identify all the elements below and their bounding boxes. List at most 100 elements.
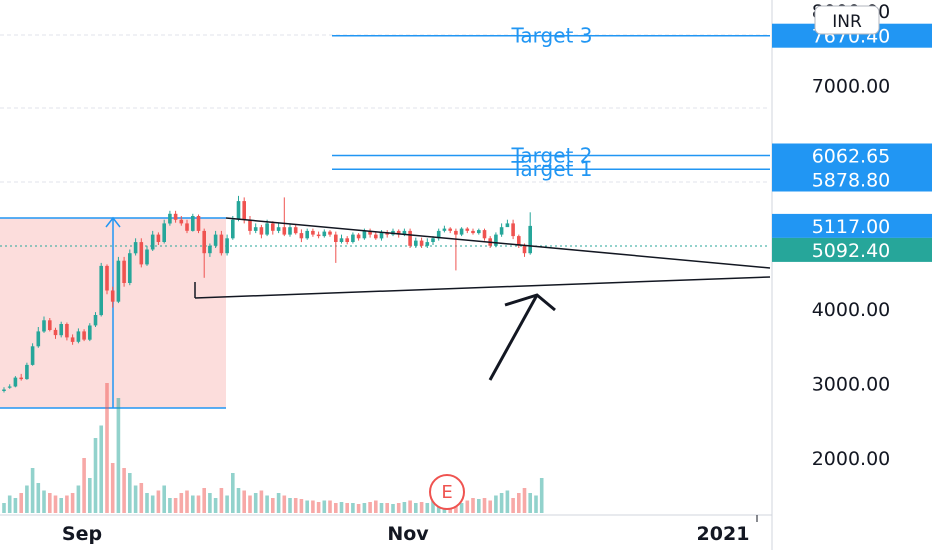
candle[interactable] <box>322 229 327 238</box>
candle[interactable] <box>133 238 138 256</box>
candle[interactable] <box>99 262 103 317</box>
earnings-marker[interactable]: E <box>429 474 465 510</box>
candle[interactable] <box>276 223 281 234</box>
candle[interactable] <box>30 343 35 366</box>
candle[interactable] <box>25 362 29 380</box>
candle[interactable] <box>288 223 292 237</box>
candle[interactable] <box>454 228 458 271</box>
candle[interactable] <box>259 224 264 239</box>
candle[interactable] <box>339 234 344 244</box>
candle[interactable] <box>82 329 86 342</box>
candle[interactable] <box>219 230 224 256</box>
candle[interactable] <box>328 230 332 237</box>
candle[interactable] <box>271 221 275 235</box>
candle[interactable] <box>2 387 6 393</box>
candle[interactable] <box>213 230 218 248</box>
candle[interactable] <box>48 318 52 332</box>
candle[interactable] <box>185 219 189 234</box>
candle[interactable] <box>208 243 212 257</box>
candle[interactable] <box>156 232 161 245</box>
candle[interactable] <box>191 213 195 232</box>
candle[interactable] <box>419 237 424 248</box>
candle[interactable] <box>374 232 378 240</box>
candle[interactable] <box>482 228 487 241</box>
candle[interactable] <box>448 227 452 234</box>
candle[interactable] <box>173 210 178 223</box>
target-line-2[interactable]: Target 2 <box>332 144 770 168</box>
candle[interactable] <box>316 231 321 239</box>
currency-badge[interactable]: INR <box>814 5 880 35</box>
candle[interactable] <box>196 214 201 234</box>
price-tag[interactable]: 5878.80 <box>772 167 932 192</box>
candle[interactable] <box>202 228 206 278</box>
price-tag[interactable]: 5092.40 <box>772 237 932 262</box>
candle[interactable] <box>442 225 447 233</box>
candle[interactable] <box>494 232 498 248</box>
candle[interactable] <box>436 228 441 241</box>
candle[interactable] <box>93 312 98 327</box>
candle[interactable] <box>145 245 149 266</box>
candle[interactable] <box>36 327 41 348</box>
candle[interactable] <box>139 238 144 268</box>
target-line-3[interactable]: Target 3 <box>332 24 770 48</box>
candle[interactable] <box>465 227 470 234</box>
candle[interactable] <box>88 323 92 342</box>
candle[interactable] <box>414 237 418 248</box>
candle[interactable] <box>471 228 475 235</box>
candle[interactable] <box>162 219 166 244</box>
candle[interactable] <box>65 322 69 341</box>
candle[interactable] <box>150 230 155 251</box>
candle[interactable] <box>105 264 109 295</box>
candle[interactable] <box>7 384 12 389</box>
candle[interactable] <box>13 376 18 388</box>
candle[interactable] <box>231 216 235 240</box>
candle[interactable] <box>499 223 504 237</box>
candle[interactable] <box>391 228 395 237</box>
candle[interactable] <box>408 228 412 248</box>
candle[interactable] <box>116 256 121 304</box>
candle[interactable] <box>517 234 521 248</box>
candle[interactable] <box>282 197 287 237</box>
candle[interactable] <box>425 238 430 248</box>
candle[interactable] <box>225 234 229 256</box>
candle[interactable] <box>236 195 241 222</box>
candlesticks[interactable] <box>2 195 532 393</box>
price-tag[interactable]: 5117.00 <box>772 213 932 238</box>
candle[interactable] <box>368 228 372 238</box>
candle[interactable] <box>477 228 481 235</box>
candle[interactable] <box>76 328 81 344</box>
candle[interactable] <box>356 233 361 241</box>
candle[interactable] <box>59 321 63 338</box>
candle[interactable] <box>351 232 355 244</box>
candle[interactable] <box>305 228 309 240</box>
candle[interactable] <box>299 229 304 243</box>
target-line-1[interactable]: Target 1 <box>332 157 770 181</box>
triangle-pattern[interactable] <box>194 217 771 299</box>
candle[interactable] <box>511 219 515 240</box>
candle[interactable] <box>385 230 389 238</box>
candle[interactable] <box>168 210 172 226</box>
candle[interactable] <box>505 219 510 228</box>
candle[interactable] <box>311 228 315 237</box>
candle[interactable] <box>459 227 464 237</box>
price-tag[interactable]: 6062.65 <box>772 143 932 168</box>
candle[interactable] <box>122 256 126 287</box>
candle[interactable] <box>53 327 58 339</box>
candle[interactable] <box>128 249 132 286</box>
candle[interactable] <box>345 236 349 245</box>
candle[interactable] <box>248 216 252 235</box>
candle[interactable] <box>334 231 338 263</box>
candle[interactable] <box>528 212 532 255</box>
candle[interactable] <box>70 334 75 345</box>
candle[interactable] <box>19 373 23 381</box>
candle[interactable] <box>253 223 258 234</box>
candle[interactable] <box>293 224 298 235</box>
candle[interactable] <box>179 216 184 226</box>
candle[interactable] <box>110 286 115 308</box>
candle[interactable] <box>42 316 46 333</box>
arrow-annotation[interactable] <box>488 293 556 381</box>
